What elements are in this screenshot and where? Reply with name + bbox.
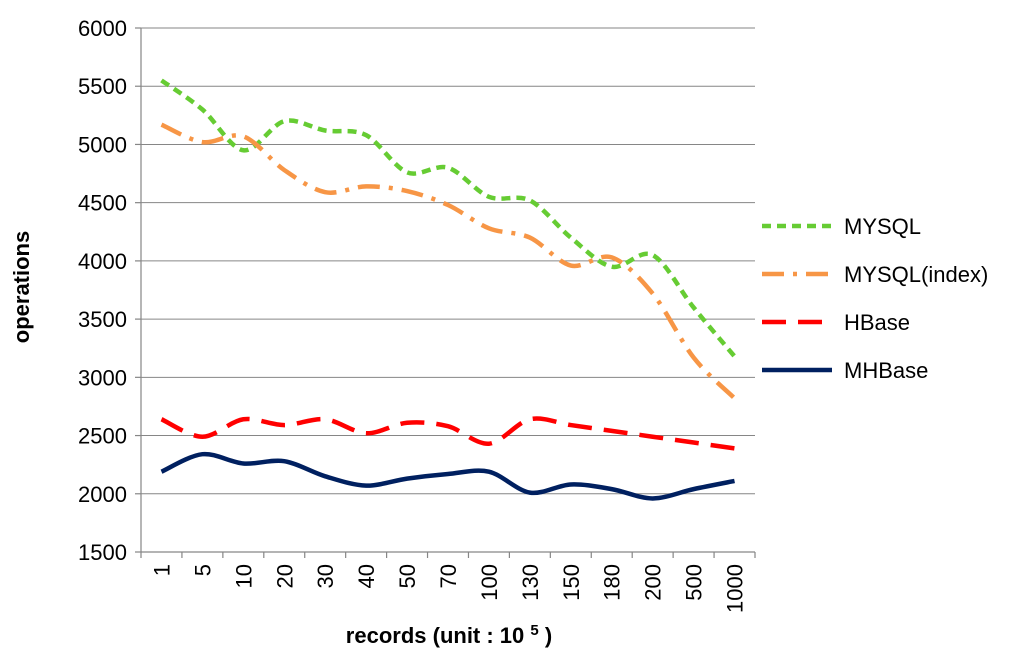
y-tick-label-4500: 4500 xyxy=(78,191,127,216)
legend: MYSQL MYSQL(index) HBase MHBase xyxy=(762,214,988,383)
x-tick-label-20: 20 xyxy=(272,564,297,588)
x-tick-label-100: 100 xyxy=(477,564,502,601)
series-lines xyxy=(160,78,737,501)
x-tick-label-180: 180 xyxy=(600,564,625,601)
x-tick-label-10: 10 xyxy=(231,564,256,588)
x-axis-title-close: ) xyxy=(545,623,552,648)
series-line-mysql-index xyxy=(160,122,737,400)
series-line-mysql xyxy=(160,78,737,358)
x-tick-label-1: 1 xyxy=(149,564,174,576)
x-tick-label-130: 130 xyxy=(518,564,543,601)
x-tick-label-500: 500 xyxy=(682,564,707,601)
y-tick-label-5000: 5000 xyxy=(78,132,127,157)
y-tick-label-3500: 3500 xyxy=(78,307,127,332)
x-tick-labels: 1 5 10 20 30 40 50 70 100 130 150 180 200 500 1000 xyxy=(149,564,747,613)
y-tick-label-2000: 2000 xyxy=(78,482,127,507)
axes xyxy=(135,27,756,558)
y-axis-title: operations xyxy=(9,231,34,343)
y-tick-label-6000: 6000 xyxy=(78,16,127,41)
x-tick-label-1000: 1000 xyxy=(723,564,748,613)
x-axis-title-main: records (unit : 10 xyxy=(346,623,524,648)
legend-label-mysql-index: MYSQL(index) xyxy=(844,262,988,287)
legend-label-hbase: HBase xyxy=(844,310,910,335)
x-axis-title: records (unit : 10 5 ) xyxy=(346,622,552,649)
x-tick-label-70: 70 xyxy=(436,564,461,588)
legend-label-mysql: MYSQL xyxy=(844,214,921,239)
x-tick-label-5: 5 xyxy=(190,564,215,576)
series-line-mhbase xyxy=(160,451,735,501)
legend-label-mhbase: MHBase xyxy=(844,358,928,383)
x-tick-label-30: 30 xyxy=(313,564,338,588)
x-tick-label-40: 40 xyxy=(354,564,379,588)
y-tick-label-1500: 1500 xyxy=(78,540,127,565)
x-tick-label-50: 50 xyxy=(395,564,420,588)
x-tick-label-150: 150 xyxy=(559,564,584,601)
y-tick-labels: 1500 2000 2500 3000 3500 4000 4500 5000 5500 6000 xyxy=(78,16,127,565)
x-axis-title-superscript: 5 xyxy=(530,622,538,639)
y-tick-label-4000: 4000 xyxy=(78,249,127,274)
y-tick-label-3000: 3000 xyxy=(78,365,127,390)
y-tick-label-5500: 5500 xyxy=(78,74,127,99)
x-tick-label-200: 200 xyxy=(641,564,666,601)
y-tick-label-2500: 2500 xyxy=(78,424,127,449)
series-line-hbase xyxy=(160,416,735,451)
